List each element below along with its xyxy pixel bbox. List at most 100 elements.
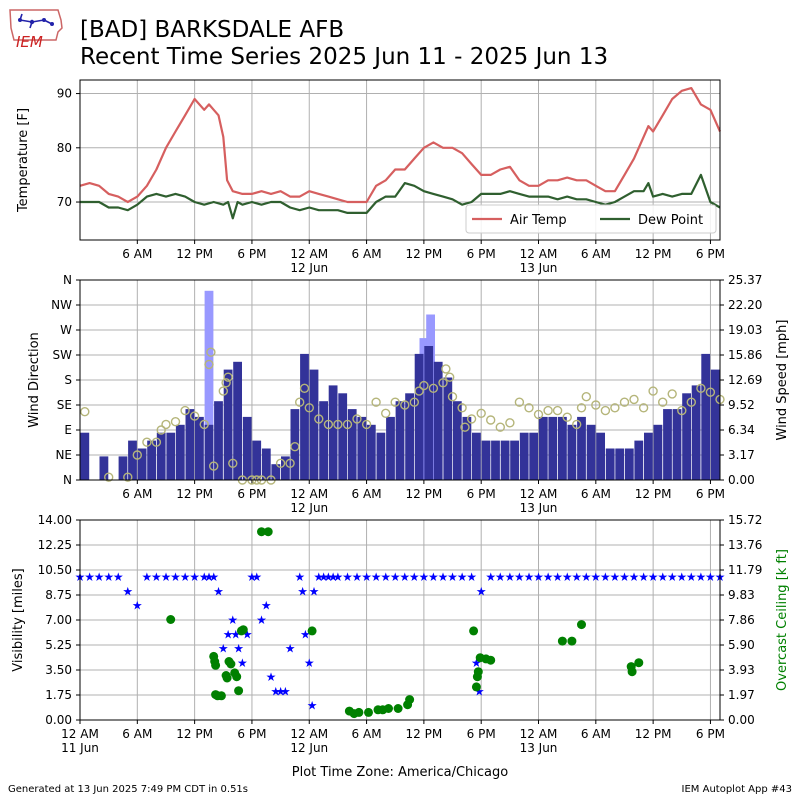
visibility-star: ★ — [571, 570, 582, 584]
visibility-star: ★ — [533, 570, 544, 584]
x-tick-label: 6 PM — [696, 247, 725, 261]
visibility-star: ★ — [380, 570, 391, 584]
wind-direction-marker — [533, 409, 544, 420]
y-axis-label: Temperature [F] — [16, 108, 31, 213]
y-tick-label: SE — [57, 398, 72, 412]
wind-speed-bar — [118, 456, 128, 480]
ceiling-marker — [557, 636, 567, 646]
wind-direction-marker — [223, 372, 233, 382]
visibility-star: ★ — [266, 670, 277, 684]
wind-speed-bar — [175, 424, 185, 480]
wind-speed-bar — [366, 424, 376, 480]
wind-direction-marker — [221, 378, 231, 388]
x-tick-label: 12 AM — [61, 727, 99, 741]
visibility-star: ★ — [132, 599, 143, 613]
wind-direction-marker — [648, 386, 658, 396]
visibility-star: ★ — [390, 570, 401, 584]
ceiling-marker — [577, 620, 586, 630]
x-tick-label: 12 AM — [290, 487, 328, 501]
x-tick-label: 6 AM — [581, 727, 611, 741]
visibility-star: ★ — [474, 684, 485, 698]
x-tick-label: 6 AM — [581, 487, 611, 501]
visibility-star: ★ — [227, 613, 238, 627]
x-tick-date-label: 11 Jun — [61, 741, 99, 755]
y-tick-label: 90 — [57, 87, 72, 101]
visibility-star: ★ — [648, 570, 659, 584]
x-tick-label: 12 AM — [520, 487, 558, 501]
x-tick-label: 6 AM — [352, 727, 382, 741]
visibility-star: ★ — [562, 570, 573, 584]
wind-speed-bar — [128, 440, 137, 480]
wind-direction-marker — [572, 419, 582, 430]
y2-tick-label: 9.83 — [728, 588, 755, 602]
visibility-star: ★ — [251, 570, 262, 584]
ceiling-marker — [166, 615, 176, 624]
visibility-star: ★ — [208, 570, 219, 584]
wind-speed-bar — [472, 432, 481, 480]
wind-direction-marker — [409, 397, 419, 407]
y2-tick-label: 11.79 — [728, 563, 762, 577]
visibility-star: ★ — [590, 570, 601, 584]
x-tick-label: 12 AM — [290, 727, 328, 741]
wind-speed-bar — [510, 440, 519, 480]
ceiling-marker — [257, 527, 266, 537]
wind-speed-bar — [252, 440, 262, 480]
visibility-star: ★ — [242, 627, 253, 641]
visibility-star: ★ — [233, 642, 244, 656]
visibility-star: ★ — [457, 570, 468, 584]
visibility-star: ★ — [610, 570, 621, 584]
legend-label: Air Temp — [510, 213, 567, 228]
wind-direction-marker — [352, 414, 362, 424]
x-tick-label: 12 AM — [520, 727, 558, 741]
wind-direction-marker — [476, 408, 486, 418]
x-tick-label: 6 AM — [122, 247, 152, 261]
wind-speed-bar — [290, 409, 300, 480]
series-line-air-temp — [79, 87, 722, 204]
x-tick-label: 12 PM — [176, 487, 213, 501]
visibility-star: ★ — [676, 570, 687, 584]
x-tick-label: 6 AM — [352, 247, 382, 261]
wind-direction-marker — [705, 387, 716, 397]
visibility-star: ★ — [275, 684, 286, 698]
wind-speed-bar — [462, 416, 472, 480]
wind-direction-marker — [290, 442, 300, 452]
wind-direction-marker — [686, 397, 696, 407]
y2-tick-label: 0.00 — [728, 713, 755, 727]
x-tick-label: 12 AM — [290, 247, 328, 261]
visibility-star: ★ — [204, 570, 215, 584]
wind-speed-bar — [204, 424, 214, 480]
visibility-star: ★ — [280, 684, 291, 698]
wind-speed-bar — [691, 385, 701, 480]
logo-text: IEM — [16, 33, 43, 50]
wind-direction-marker — [299, 383, 310, 393]
wind-direction-marker — [667, 389, 677, 399]
visibility-star: ★ — [471, 656, 482, 670]
wind-speed-bar — [319, 401, 328, 480]
axes-frame — [79, 79, 721, 241]
visibility-star: ★ — [142, 570, 153, 584]
wind-direction-marker — [428, 383, 439, 393]
wind-direction-marker — [576, 403, 587, 413]
x-tick-label: 12 PM — [176, 727, 213, 741]
visibility-star: ★ — [199, 570, 210, 584]
wind-speed-bar — [653, 424, 663, 480]
wind-speed-bar — [519, 432, 529, 480]
x-tick-label: 6 PM — [237, 727, 266, 741]
wind-direction-marker — [581, 392, 591, 402]
visibility-star: ★ — [505, 570, 516, 584]
y2-tick-label: 12.69 — [728, 373, 762, 387]
wind-speed-bar — [185, 409, 195, 480]
wind-direction-marker — [275, 458, 286, 468]
y-tick-label: 12.25 — [38, 538, 72, 552]
wind-speed-bar — [271, 464, 281, 480]
y2-tick-label: 3.17 — [728, 448, 755, 462]
y2-tick-label: 3.93 — [728, 663, 755, 677]
wind-direction-marker — [638, 403, 649, 413]
visibility-star: ★ — [342, 570, 353, 584]
wind-speed-bar — [405, 393, 414, 480]
y-tick-label: 5.25 — [45, 638, 72, 652]
wind-direction-marker — [591, 400, 601, 410]
y-tick-label: 1.75 — [45, 688, 72, 702]
visibility-star: ★ — [270, 684, 281, 698]
